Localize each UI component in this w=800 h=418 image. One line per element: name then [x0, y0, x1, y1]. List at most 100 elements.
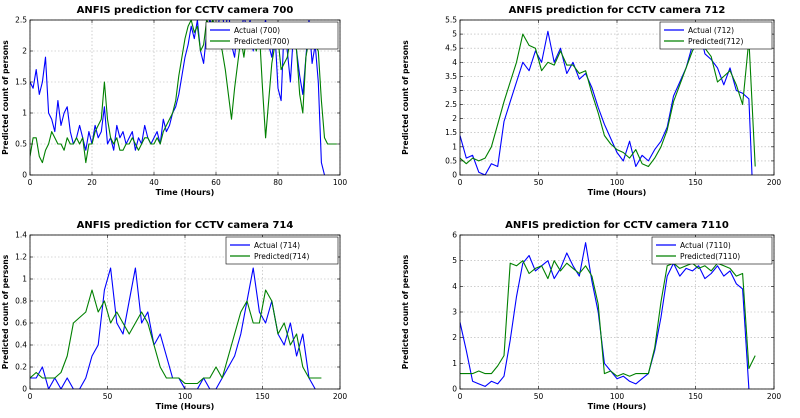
y-tick-label: 5.5 [445, 16, 457, 25]
legend-label: Predicted(7110) [680, 252, 740, 261]
y-tick-label: 5 [452, 30, 457, 39]
x-tick-label: 200 [767, 178, 782, 187]
x-axis-label: Time (Hours) [156, 402, 215, 411]
series-group [460, 242, 756, 389]
chart-title: ANFIS prediction for CCTV camera 7110 [505, 220, 729, 231]
y-tick-label: 2 [22, 47, 27, 56]
legend: Actual (712) Predicted(712) [659, 21, 773, 50]
chart-title: ANFIS prediction for CCTV camera 700 [77, 5, 294, 16]
y-tick-label: 2.5 [445, 100, 457, 109]
y-tick-label: 1.5 [445, 128, 457, 137]
x-tick-label: 200 [333, 392, 348, 401]
series-line-predicted [30, 289, 322, 385]
y-axis-label: Predicted count of persons [1, 254, 10, 369]
y-tick-label: 0 [452, 385, 457, 394]
plot-frame [29, 19, 341, 176]
y-tick-label: 2 [452, 114, 457, 123]
y-tick-label: 6 [452, 231, 457, 240]
y-tick-label: 0 [452, 171, 457, 180]
x-tick-label: 150 [688, 178, 703, 187]
chart-camera-7110: 0 50 100 150 200 0 1 2 3 4 5 6 ANFIS prediction for … [400, 207, 800, 418]
y-tick-label: 0 [22, 171, 27, 180]
legend-box [651, 236, 773, 265]
y-tick-label: 5 [452, 256, 457, 265]
x-tick-label: 50 [103, 392, 113, 401]
y-tick-label: 1 [22, 275, 27, 284]
y-tick-label: 0.4 [15, 341, 27, 350]
y-tick-label: 1 [452, 142, 457, 151]
y-tick-label: 0.8 [15, 297, 27, 306]
y-tick-label: 1 [452, 359, 457, 368]
x-tick-label: 100 [178, 392, 193, 401]
series-line-predicted [30, 20, 337, 164]
legend-box [225, 236, 339, 265]
legend-label: Actual (7110) [680, 241, 731, 250]
chart-714-svg: 0 50 100 150 200 0 0.2 0.4 0.6 0.8 1 1.2 1.4 ANFIS pr… [1, 220, 348, 411]
x-tick-label: 20 [87, 178, 97, 187]
legend-box [659, 21, 773, 50]
chart-7110-svg: 0 50 100 150 200 0 1 2 3 4 5 6 ANFIS prediction for … [401, 220, 782, 411]
chart-camera-700: 0 20 40 60 80 100 0 0.5 1 1.5 2 2.5 ANFIS prediction… [0, 0, 400, 211]
x-tick-label: 60 [211, 178, 221, 187]
chart-title: ANFIS prediction for CCTV camera 712 [509, 5, 726, 16]
y-tick-label: 0.5 [445, 156, 457, 165]
legend-label: Actual (700) [234, 26, 280, 35]
x-axis-label: Time (Hours) [588, 402, 647, 411]
x-tick-label: 100 [610, 178, 625, 187]
x-tick-label: 0 [28, 392, 33, 401]
y-tick-label: 1 [22, 109, 27, 118]
x-tick-label: 50 [534, 178, 544, 187]
chart-camera-714: 0 50 100 150 200 0 0.2 0.4 0.6 0.8 1 1.2 1.4 ANFIS pr… [0, 207, 400, 418]
y-tick-label: 1.4 [15, 231, 27, 240]
y-tick-label: 4 [452, 282, 457, 291]
x-tick-label: 200 [767, 392, 782, 401]
x-tick-label: 80 [273, 178, 283, 187]
chart-712-svg: 0 50 100 150 200 0 0.5 1 1.5 2 2.5 3 3.5 4 4.5 5 5.5 ANFI… [401, 5, 782, 197]
y-tick-label: 0 [22, 385, 27, 394]
series-line-actual [460, 25, 753, 175]
y-tick-label: 3 [452, 308, 457, 317]
series-group [460, 25, 756, 175]
legend: Actual (714) Predicted(714) [225, 236, 339, 265]
y-tick-label: 4 [452, 58, 457, 67]
x-tick-label: 0 [458, 392, 463, 401]
series-line-predicted [460, 260, 756, 377]
y-axis-label: Predicted count of persons [401, 40, 410, 155]
legend-label: Actual (712) [688, 26, 734, 35]
y-tick-label: 0.5 [15, 140, 27, 149]
chart-700-svg: 0 20 40 60 80 100 0 0.5 1 1.5 2 2.5 ANFIS prediction… [1, 5, 348, 197]
y-axis-label: Predicted count of persons [401, 254, 410, 369]
series-line-predicted [460, 33, 756, 168]
x-tick-label: 150 [688, 392, 703, 401]
x-tick-label: 40 [149, 178, 159, 187]
x-tick-label: 50 [534, 392, 544, 401]
legend-label: Predicted(714) [254, 252, 309, 261]
y-axis-label: Predicted count of persons [1, 40, 10, 155]
chart-title: ANFIS prediction for CCTV camera 714 [77, 220, 294, 231]
chart-camera-712: 0 50 100 150 200 0 0.5 1 1.5 2 2.5 3 3.5 4 4.5 5 5.5 ANFI… [400, 0, 800, 211]
x-axis-label: Time (Hours) [588, 188, 647, 197]
legend-label: Predicted(700) [234, 37, 289, 46]
x-tick-label: 100 [333, 178, 348, 187]
x-tick-label: 150 [255, 392, 270, 401]
y-tick-label: 1.2 [15, 253, 27, 262]
y-tick-label: 3 [452, 86, 457, 95]
legend-box [205, 21, 339, 50]
y-tick-label: 4.5 [445, 44, 457, 53]
series-line-actual [460, 242, 750, 389]
legend-label: Actual (714) [254, 241, 300, 250]
y-tick-label: 0.6 [15, 319, 27, 328]
y-tick-label: 1.5 [15, 78, 27, 87]
y-tick-label: 3.5 [445, 72, 457, 81]
y-tick-label: 2 [452, 333, 457, 342]
series-group [30, 267, 322, 389]
x-tick-label: 100 [610, 392, 625, 401]
y-tick-label: 2.5 [15, 16, 27, 25]
x-tick-label: 0 [458, 178, 463, 187]
legend-label: Predicted(712) [688, 37, 743, 46]
y-tick-label: 0.2 [15, 363, 27, 372]
legend: Actual (7110) Predicted(7110) [651, 236, 773, 265]
x-axis-label: Time (Hours) [156, 188, 215, 197]
x-tick-label: 0 [28, 178, 33, 187]
legend: Actual (700) Predicted(700) [205, 21, 339, 50]
